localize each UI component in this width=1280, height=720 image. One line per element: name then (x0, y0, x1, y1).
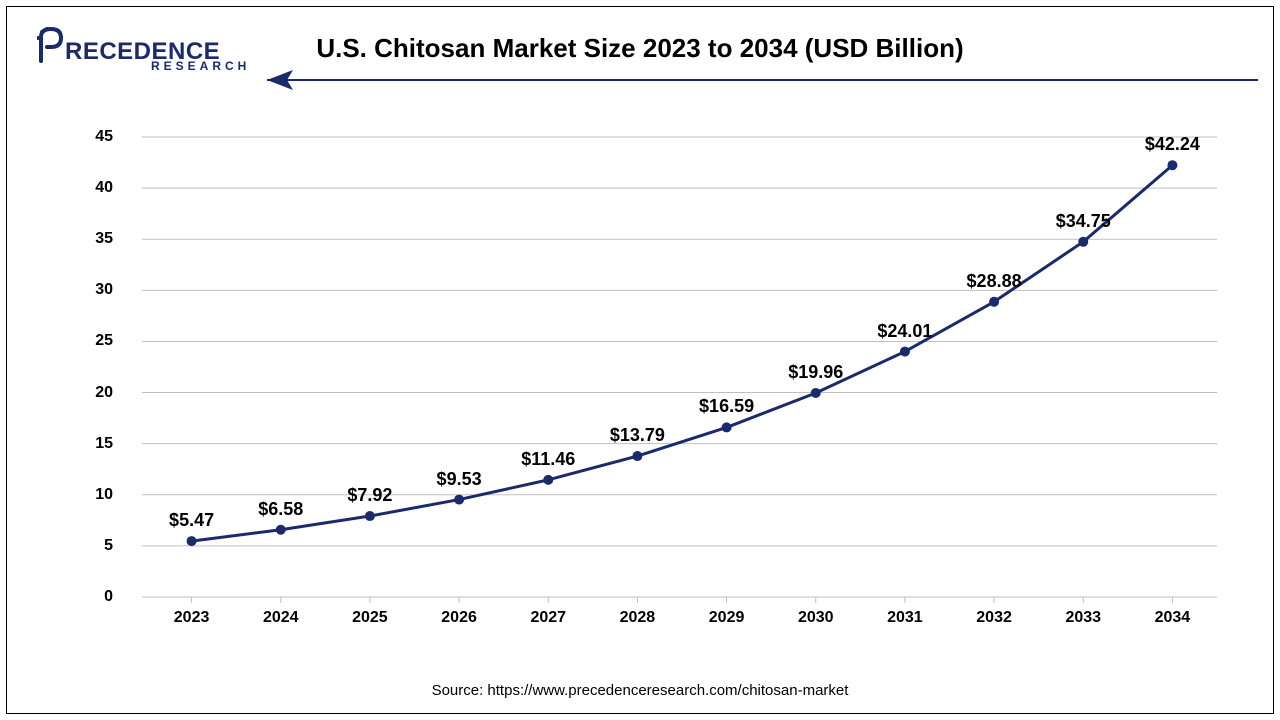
plot-area (97, 127, 1237, 637)
data-point-label: $6.58 (258, 499, 303, 520)
data-point-label: $13.79 (610, 425, 665, 446)
y-axis-tick-label: 40 (77, 179, 113, 197)
data-point-label: $28.88 (967, 271, 1022, 292)
data-point-label: $34.75 (1056, 211, 1111, 232)
data-point-label: $42.24 (1145, 134, 1200, 155)
y-axis-tick-label: 0 (77, 588, 113, 606)
y-axis-tick-label: 35 (77, 230, 113, 248)
y-axis-tick-label: 25 (77, 332, 113, 350)
decorative-arrow-line (267, 79, 1258, 81)
arrow-left-icon (267, 68, 297, 97)
y-axis-tick-label: 45 (77, 128, 113, 146)
y-axis-tick-label: 20 (77, 384, 113, 402)
x-axis-tick-label: 2027 (530, 609, 566, 627)
data-point-label: $16.59 (699, 396, 754, 417)
y-axis-tick-label: 10 (77, 486, 113, 504)
x-axis-tick-label: 2032 (976, 609, 1012, 627)
chart-frame: RECEDENCE RESEARCH U.S. Chitosan Market … (6, 6, 1274, 714)
data-point-label: $11.46 (521, 449, 575, 470)
data-point-label: $24.01 (877, 321, 932, 342)
x-axis-tick-label: 2024 (263, 609, 299, 627)
x-axis-tick-label: 2033 (1065, 609, 1101, 627)
y-axis-tick-label: 5 (77, 537, 113, 555)
data-point-label: $9.53 (437, 469, 482, 490)
y-axis-tick-label: 30 (77, 281, 113, 299)
chart-svg (97, 127, 1237, 637)
x-axis-tick-label: 2031 (887, 609, 923, 627)
x-axis-tick-label: 2030 (798, 609, 834, 627)
x-axis-tick-label: 2025 (352, 609, 388, 627)
x-axis-tick-label: 2023 (174, 609, 210, 627)
chart-title: U.S. Chitosan Market Size 2023 to 2034 (… (7, 33, 1273, 64)
x-axis-tick-label: 2029 (709, 609, 745, 627)
x-axis-tick-label: 2026 (441, 609, 477, 627)
source-caption: Source: https://www.precedenceresearch.c… (7, 682, 1273, 699)
data-point-label: $19.96 (788, 362, 843, 383)
x-axis-tick-label: 2034 (1155, 609, 1191, 627)
data-point-label: $7.92 (347, 485, 392, 506)
data-point-label: $5.47 (169, 510, 214, 531)
x-axis-tick-label: 2028 (620, 609, 656, 627)
y-axis-tick-label: 15 (77, 435, 113, 453)
